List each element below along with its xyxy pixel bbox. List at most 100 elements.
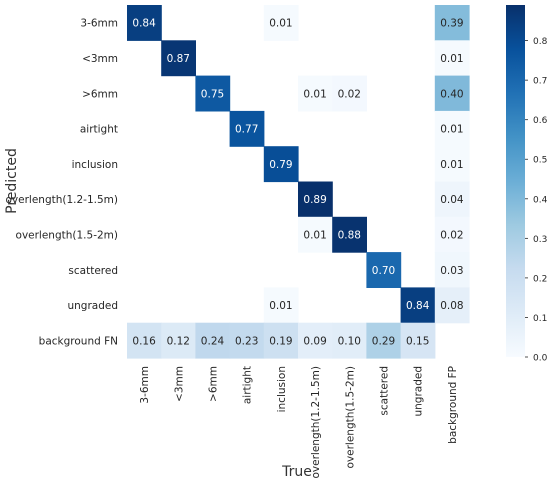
x-axis-label: True <box>281 464 312 480</box>
cell-value-label: 0.77 <box>235 124 258 136</box>
cell-value-label: 0.02 <box>338 88 361 100</box>
heatmap-cell <box>195 75 231 112</box>
cell-value-label: 0.02 <box>440 229 463 241</box>
heatmap-cell <box>263 5 299 41</box>
heatmap-cell <box>434 216 470 253</box>
y-tick-label: airtight <box>80 124 118 136</box>
heatmap-cell <box>229 110 265 147</box>
cell-value-label: 0.88 <box>338 229 361 241</box>
heatmap-cell <box>434 181 470 218</box>
heatmap-cell <box>434 40 470 77</box>
heatmap-cells <box>127 5 470 359</box>
x-tick-label: background FP <box>447 366 459 444</box>
heatmap-cell <box>434 5 470 41</box>
colorbar-tick-label: 0.0 <box>533 354 548 364</box>
cell-value-label: 0.04 <box>440 194 464 206</box>
heatmap-cell <box>195 322 231 359</box>
cell-value-label: 0.40 <box>440 88 463 100</box>
colorbar-tick-label: 0.5 <box>533 156 547 166</box>
cell-value-label: 0.12 <box>167 335 190 347</box>
cell-value-label: 0.19 <box>269 335 292 347</box>
heatmap-cell <box>263 287 299 324</box>
heatmap-cell <box>400 322 436 359</box>
cell-value-label: 0.03 <box>440 265 463 277</box>
x-tick-label: <3mm <box>173 366 185 402</box>
y-tick-label: overlength(1.2-1.5m) <box>6 194 119 206</box>
cell-value-label: 0.01 <box>303 229 326 241</box>
cell-value-label: 0.79 <box>269 159 292 171</box>
heatmap-cell <box>229 322 265 359</box>
y-tick-label: <3mm <box>82 53 118 65</box>
colorbar-tick-label: 0.8 <box>533 37 548 47</box>
cell-value-label: 0.01 <box>440 53 463 65</box>
heatmap-cell <box>298 216 333 253</box>
cell-value-label: 0.84 <box>406 300 430 312</box>
heatmap-cell <box>298 181 333 218</box>
colorbar-tick-label: 0.7 <box>533 77 547 87</box>
cell-value-label: 0.16 <box>132 335 156 347</box>
cell-value-label: 0.24 <box>201 335 225 347</box>
heatmap-cell <box>332 75 367 112</box>
cell-value-label: 0.01 <box>440 159 463 171</box>
x-tick-label: inclusion <box>276 366 288 412</box>
cell-value-label: 0.23 <box>235 335 258 347</box>
heatmap-cell <box>332 322 367 359</box>
heatmap-cell <box>263 146 299 183</box>
heatmap-cell <box>434 252 470 288</box>
cell-value-label: 0.01 <box>303 88 326 100</box>
cell-value-label: 0.09 <box>303 335 326 347</box>
cell-value-label: 0.08 <box>440 300 463 312</box>
cell-value-label: 0.15 <box>406 335 429 347</box>
heatmap-cell <box>161 40 196 77</box>
heatmap-cell <box>400 287 436 324</box>
y-tick-label: overlength(1.5-2m) <box>16 229 118 241</box>
heatmap-cell <box>366 252 402 288</box>
heatmap-cell <box>434 110 470 147</box>
heatmap-cell <box>298 75 333 112</box>
y-tick-label: ungraded <box>67 300 118 312</box>
x-tick-label: 3-6mm <box>139 366 151 404</box>
cell-value-label: 0.01 <box>269 300 292 312</box>
heatmap-cell-labels: 0.84 0.01 0.39 0.87 0.01 0.75 0.01 0.02 0.40 0.77… <box>132 18 463 348</box>
heatmap-cell <box>434 146 470 183</box>
y-tick-label: inclusion <box>72 159 118 171</box>
y-axis-label: Predicted <box>4 148 20 214</box>
colorbar-tick-label: 0.6 <box>533 116 548 126</box>
colorbar-tick-label: 0.2 <box>533 274 547 284</box>
heatmap-cell <box>298 322 333 359</box>
colorbar-tick-labels: 0.0 0.1 0.2 0.3 0.4 0.5 0.6 0.7 0.8 <box>525 37 548 364</box>
cell-value-label: 0.01 <box>269 18 292 30</box>
y-tick-label: >6mm <box>82 88 118 100</box>
x-tick-label: airtight <box>242 366 254 404</box>
y-tick-label: scattered <box>68 265 118 277</box>
y-axis-tick-labels: 3-6mm <3mm >6mm airtight inclusion overlength… <box>6 18 119 348</box>
heatmap-cell <box>161 322 196 359</box>
x-tick-label: ungraded <box>413 366 425 417</box>
heatmap-cell <box>434 287 470 324</box>
cell-value-label: 0.39 <box>440 18 463 30</box>
cell-value-label: 0.70 <box>372 265 395 277</box>
heatmap-cell <box>127 5 162 41</box>
heatmap-cell <box>434 75 470 112</box>
x-tick-label: >6mm <box>208 366 220 402</box>
cell-value-label: 0.75 <box>201 88 224 100</box>
heatmap-cell <box>366 322 402 359</box>
x-axis-tick-labels: 3-6mm <3mm >6mm airtight inclusion overlength… <box>139 366 459 479</box>
cell-value-label: 0.01 <box>440 124 463 136</box>
cell-value-label: 0.29 <box>372 335 395 347</box>
colorbar <box>506 5 525 357</box>
heatmap-cell <box>263 322 299 359</box>
y-tick-label: 3-6mm <box>80 18 118 30</box>
x-tick-label: overlength(1.5-2m) <box>344 366 356 468</box>
cell-value-label: 0.84 <box>132 18 156 30</box>
colorbar-tick-label: 0.1 <box>533 314 547 324</box>
x-tick-label: overlength(1.2-1.5m) <box>310 366 322 479</box>
heatmap-cell <box>127 322 162 359</box>
colorbar-tick-label: 0.3 <box>533 235 547 245</box>
colorbar-tick-label: 0.4 <box>533 195 548 205</box>
cell-value-label: 0.89 <box>303 194 326 206</box>
y-tick-label: background FN <box>39 335 118 347</box>
cell-value-label: 0.10 <box>338 335 361 347</box>
x-tick-label: scattered <box>379 366 391 416</box>
